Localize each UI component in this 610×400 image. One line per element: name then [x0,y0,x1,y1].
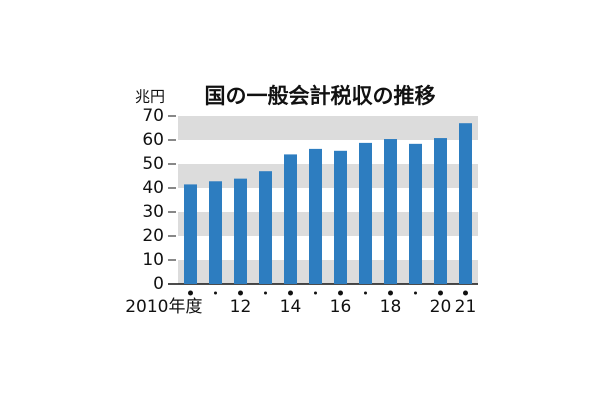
bar [184,184,197,284]
category-dot [314,291,317,295]
grid-band [178,116,478,140]
x-tick-label: 18 [380,297,402,317]
y-tick-label: 10 [142,250,164,270]
y-unit: 兆円 [135,88,165,106]
bar [434,138,447,284]
bar [334,150,347,284]
grid-band [178,164,478,188]
chart-title: 国の一般会計税収の推移 [205,84,436,108]
category-dot [264,291,267,295]
bar [409,143,422,284]
bar [459,123,472,284]
category-dot [388,290,393,296]
y-tick-label: 50 [142,154,164,174]
bar [234,178,247,284]
grid-band [178,212,478,236]
bar [209,181,222,284]
x-tick-label: 14 [280,297,302,317]
y-tick-label: 40 [142,178,164,198]
category-dot [338,290,343,296]
y-tick-label: 0 [153,274,164,294]
bar [359,142,372,284]
category-dot [214,291,217,295]
bar [384,139,397,284]
bar [259,171,272,284]
y-tick-label: 60 [142,130,164,150]
category-dot [414,291,417,295]
category-dot [438,290,443,296]
x-tick-label: 2010年度 [125,297,202,317]
y-tick-label: 30 [142,202,164,222]
category-dot [238,290,243,296]
x-tick-label: 16 [330,297,352,317]
category-dot [364,291,367,295]
category-dot [463,290,468,296]
bar [309,148,322,284]
grid-band [178,260,478,284]
y-tick-label: 70 [142,106,164,126]
y-tick-label: 20 [142,226,164,246]
x-tick-label: 12 [230,297,252,317]
x-tick-label: 21 [455,297,477,317]
x-tick-label: 20 [430,297,452,317]
category-dot [288,290,293,296]
bar [284,154,297,284]
category-dot [188,290,193,296]
